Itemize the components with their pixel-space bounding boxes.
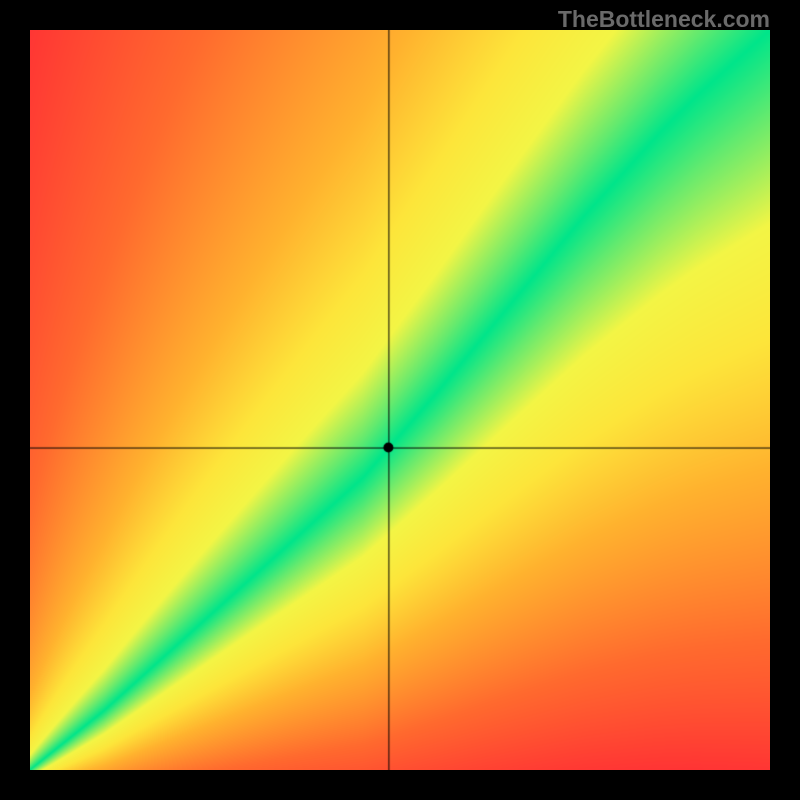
bottleneck-heatmap — [30, 30, 770, 770]
watermark: TheBottleneck.com — [558, 6, 770, 33]
